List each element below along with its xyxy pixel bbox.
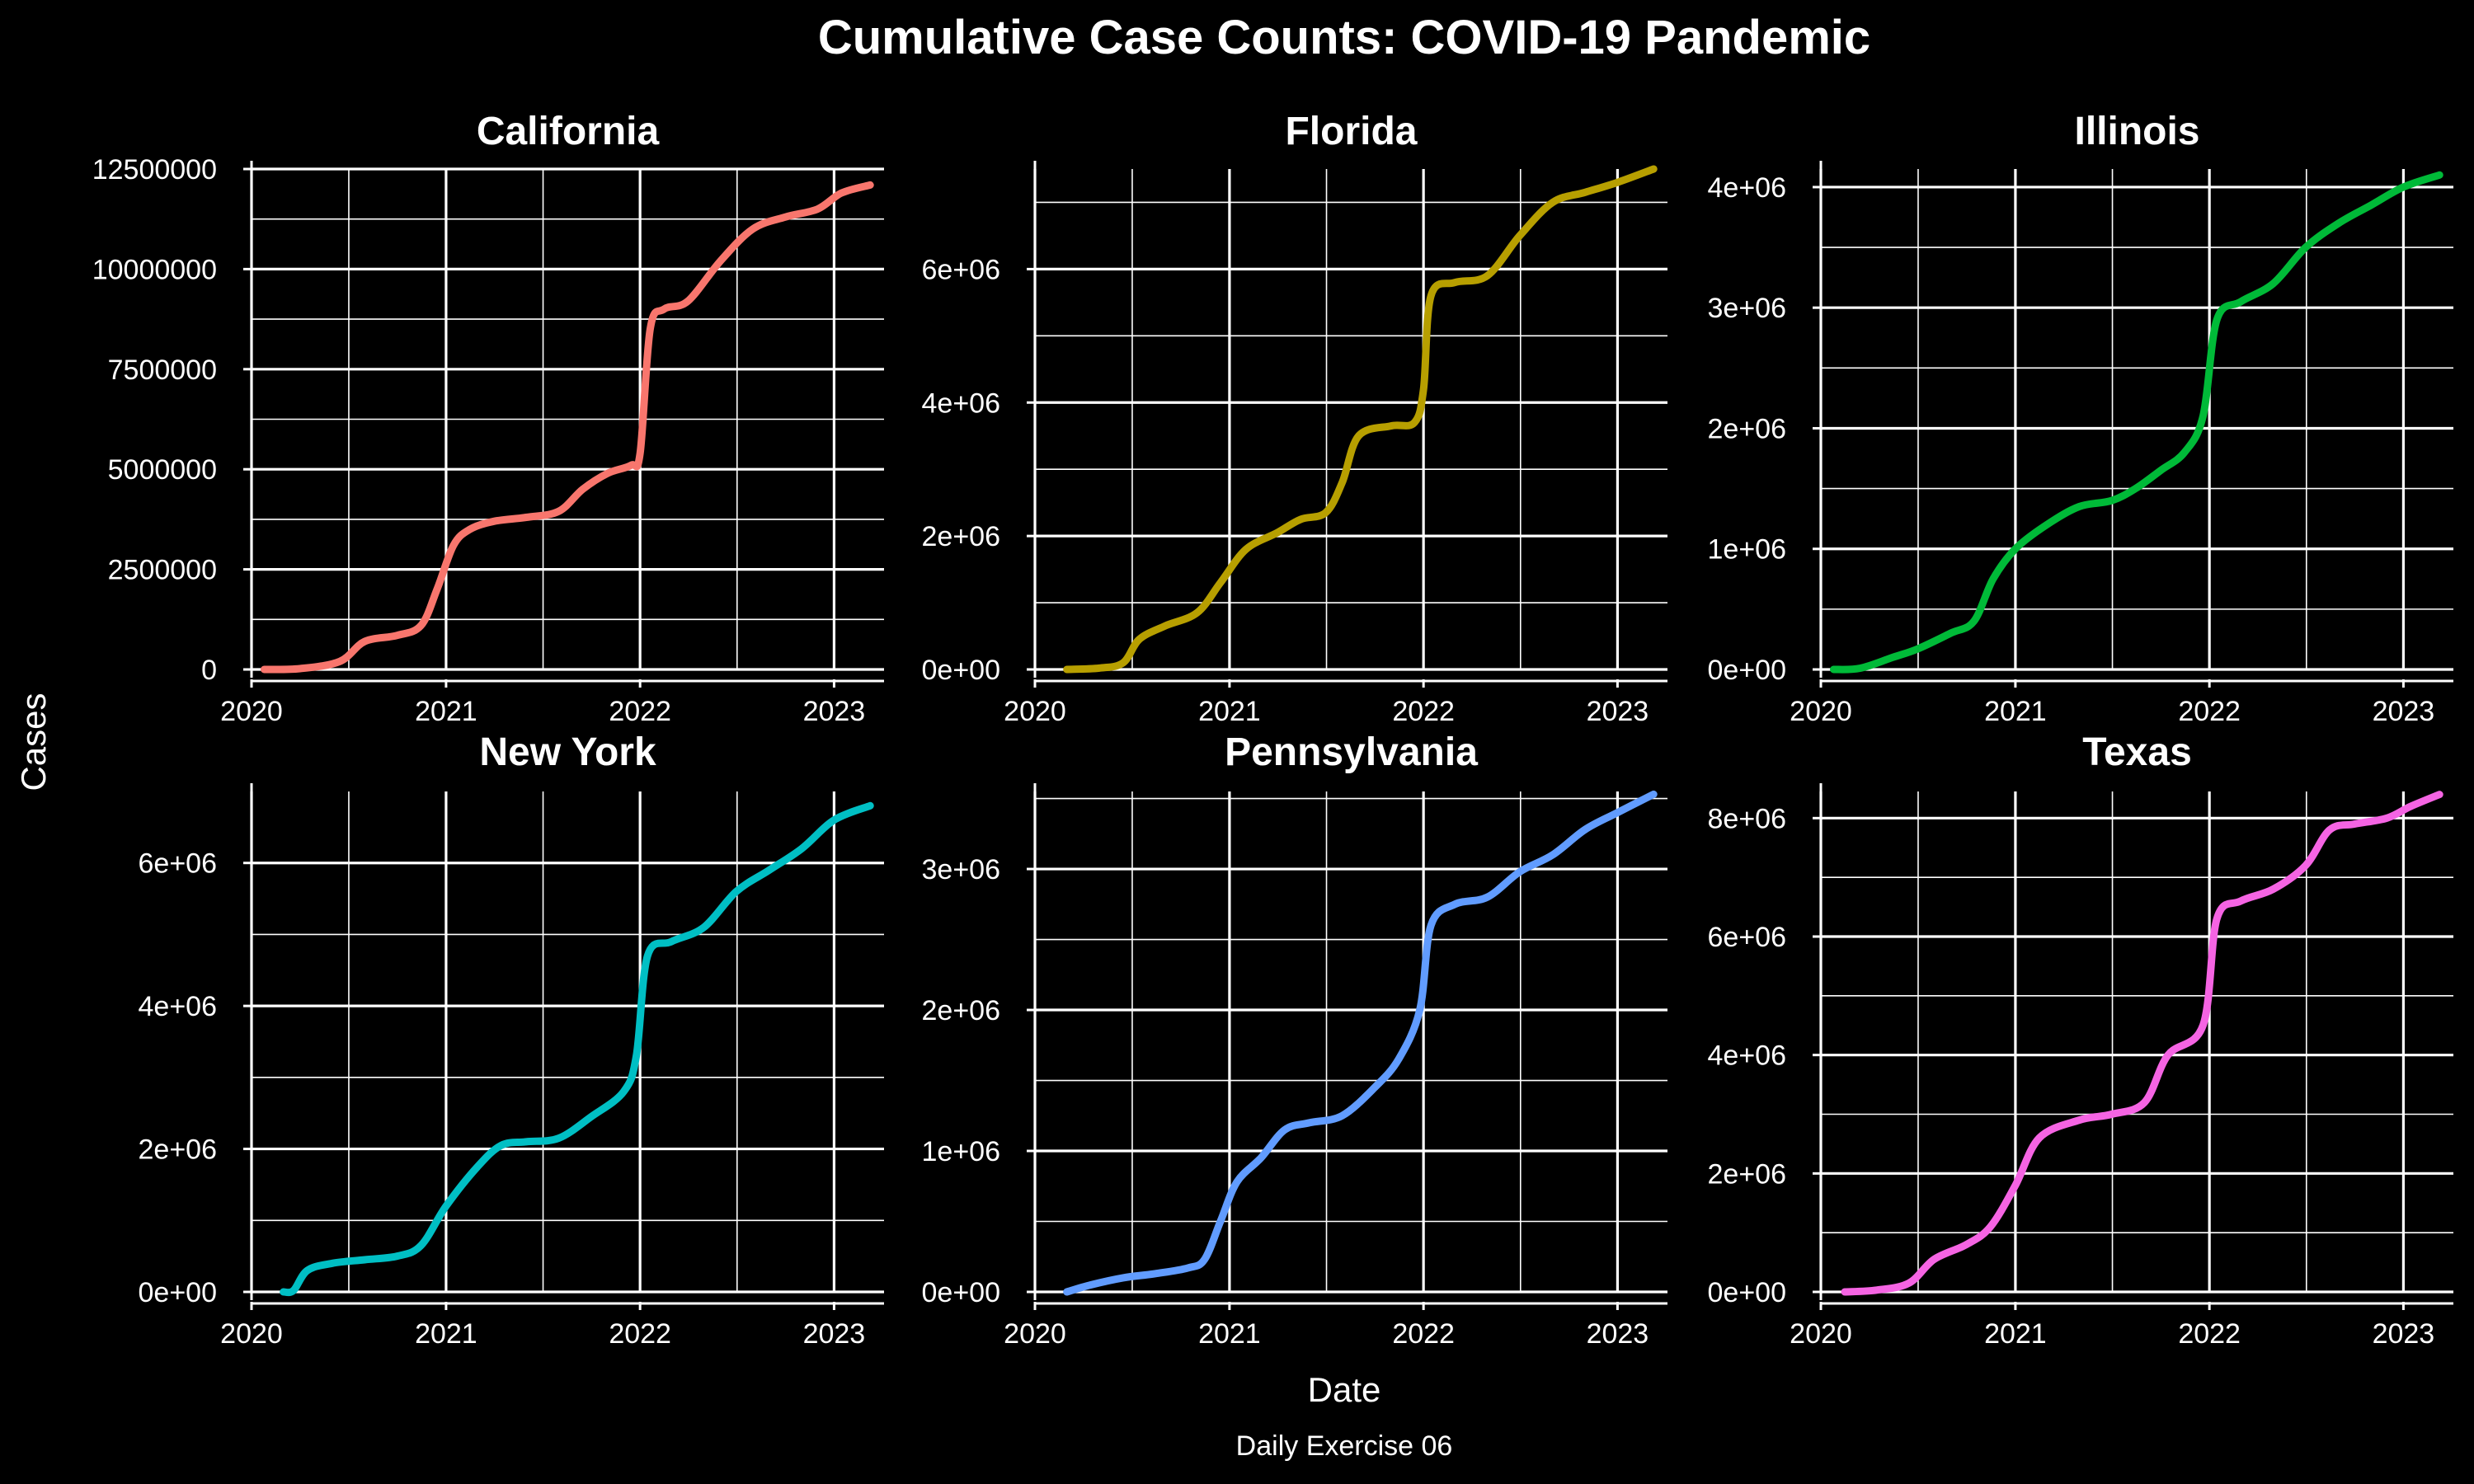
y-tick-label: 6e+06 xyxy=(139,848,218,880)
x-tick-label: 2023 xyxy=(1587,696,1649,727)
x-tick-label: 2022 xyxy=(609,1318,671,1350)
x-tick-label: 2021 xyxy=(1198,1318,1261,1350)
x-tick-label: 2020 xyxy=(1790,1318,1852,1350)
panel-title: Texas xyxy=(2082,730,2192,774)
y-tick-label: 2500000 xyxy=(108,555,217,586)
y-tick-label: 10000000 xyxy=(92,254,217,285)
x-tick-label: 2022 xyxy=(2178,1318,2241,1350)
y-tick-label: 12500000 xyxy=(92,154,217,186)
y-tick-label: 4e+06 xyxy=(1708,172,1787,204)
x-tick-label: 2021 xyxy=(415,1318,477,1350)
panel-pennsylvania: Pennsylvania 0e+00 1e+06 2e+06 3e+06 2020 2021… xyxy=(922,730,1667,1350)
y-axis-label: Cases xyxy=(14,693,53,791)
y-tick-label: 1e+06 xyxy=(922,1136,1001,1167)
x-axis-label: Date xyxy=(1308,1370,1381,1409)
y-tick-label: 3e+06 xyxy=(1708,293,1787,324)
x-tick-label: 2023 xyxy=(803,1318,866,1350)
x-tick-label: 2020 xyxy=(1004,1318,1066,1350)
caption: Daily Exercise 06 xyxy=(1236,1430,1453,1462)
series-line-texas xyxy=(1841,791,2443,1296)
x-tick-label: 2021 xyxy=(1984,696,2047,727)
y-tick-label: 5000000 xyxy=(108,454,217,486)
y-tick-label: 1e+06 xyxy=(1708,534,1787,566)
y-tick-label: 0e+00 xyxy=(922,1277,1001,1308)
facet-panels: California 0 2500000 5000000 7500000 10000000… xyxy=(92,110,2453,1350)
y-tick-label: 8e+06 xyxy=(1708,803,1787,834)
y-tick-label: 0e+00 xyxy=(1708,655,1787,686)
panel-new-york: New York 0e+00 2e+06 4e+06 6e+06 2020 2021 2022… xyxy=(139,730,884,1350)
y-tick-label: 3e+06 xyxy=(922,854,1001,885)
panel-illinois: Illinois 0e+00 1e+06 2e+06 3e+06 4e+06 2020 202… xyxy=(1708,110,2453,727)
y-tick-label: 4e+06 xyxy=(1708,1040,1787,1072)
x-tick-label: 2023 xyxy=(803,696,866,727)
y-tick-label: 6e+06 xyxy=(922,254,1001,285)
panel-texas: Texas 0e+00 2e+06 4e+06 6e+06 8e+06 2020 2021 20… xyxy=(1708,730,2453,1350)
y-tick-label: 2e+06 xyxy=(1708,1158,1787,1190)
y-tick-label: 2e+06 xyxy=(139,1134,218,1166)
x-tick-label: 2020 xyxy=(220,1318,283,1350)
series-line-pennsylvania xyxy=(1063,790,1658,1296)
series-line-california xyxy=(261,181,874,674)
x-tick-label: 2021 xyxy=(415,696,477,727)
x-tick-label: 2020 xyxy=(1004,696,1066,727)
chart-title: Cumulative Case Counts: COVID-19 Pandemi… xyxy=(818,11,1870,64)
x-tick-label: 2022 xyxy=(2178,696,2241,727)
panel-title: Illinois xyxy=(2074,110,2199,153)
series-line-florida xyxy=(1063,165,1658,674)
y-tick-label: 2e+06 xyxy=(922,995,1001,1026)
x-tick-label: 2021 xyxy=(1984,1318,2047,1350)
y-tick-label: 2e+06 xyxy=(922,521,1001,552)
y-tick-label: 7500000 xyxy=(108,355,217,386)
x-tick-label: 2022 xyxy=(609,696,671,727)
y-tick-label: 2e+06 xyxy=(1708,413,1787,444)
panel-title: Florida xyxy=(1285,110,1417,153)
x-tick-label: 2023 xyxy=(1587,1318,1649,1350)
panel-title: New York xyxy=(479,730,656,774)
y-tick-label: 4e+06 xyxy=(139,991,218,1022)
panel-title: California xyxy=(477,110,660,153)
x-tick-label: 2023 xyxy=(2373,1318,2435,1350)
y-tick-label: 0 xyxy=(201,655,217,686)
x-tick-label: 2022 xyxy=(1392,1318,1455,1350)
series-line-new-york xyxy=(280,801,874,1297)
y-tick-label: 6e+06 xyxy=(1708,922,1787,953)
y-tick-label: 0e+00 xyxy=(139,1277,218,1308)
x-tick-label: 2021 xyxy=(1198,696,1261,727)
panel-california: California 0 2500000 5000000 7500000 10000000… xyxy=(92,110,884,727)
x-tick-label: 2022 xyxy=(1392,696,1455,727)
panel-title: Pennsylvania xyxy=(1225,730,1478,774)
x-tick-label: 2020 xyxy=(1790,696,1852,727)
x-tick-label: 2020 xyxy=(220,696,283,727)
y-tick-label: 0e+00 xyxy=(1708,1277,1787,1308)
y-tick-label: 4e+06 xyxy=(922,387,1001,419)
panel-florida: Florida 0e+00 2e+06 4e+06 6e+06 2020 2021 2022 2… xyxy=(922,110,1667,727)
series-line-illinois xyxy=(1830,171,2443,674)
y-tick-label: 0e+00 xyxy=(922,655,1001,686)
x-tick-label: 2023 xyxy=(2373,696,2435,727)
